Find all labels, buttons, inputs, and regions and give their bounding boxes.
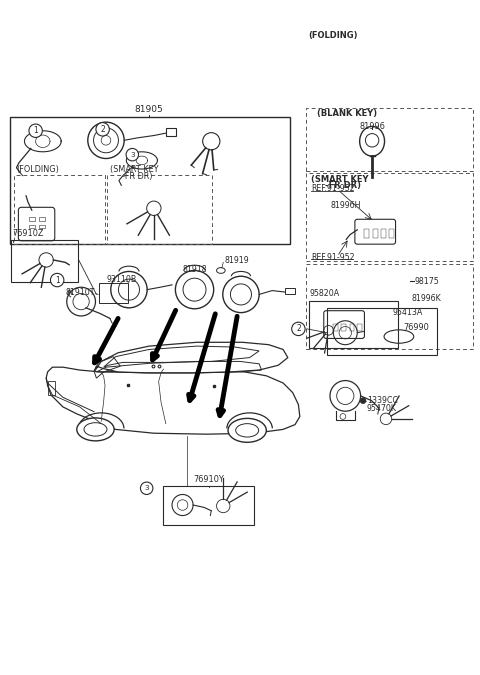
Bar [310, 301, 398, 348]
Bar [29, 217, 35, 221]
Ellipse shape [228, 418, 266, 442]
Bar [14, 175, 105, 244]
Bar [166, 128, 176, 136]
Text: (SMART KEY: (SMART KEY [110, 165, 158, 174]
Text: 95413A: 95413A [392, 308, 422, 317]
Bar [29, 225, 35, 228]
Polygon shape [46, 367, 300, 434]
Bar [306, 108, 473, 171]
Bar [99, 284, 129, 302]
Text: 3: 3 [130, 152, 134, 158]
Text: 81996H: 81996H [331, 201, 361, 210]
Text: 2: 2 [296, 325, 301, 333]
Circle shape [96, 123, 109, 136]
Bar [333, 324, 337, 331]
Circle shape [126, 148, 139, 161]
Text: 81996: 81996 [359, 122, 385, 131]
Circle shape [292, 322, 305, 335]
Bar [389, 230, 394, 238]
Text: 81919: 81919 [225, 256, 249, 265]
Text: 76910Z: 76910Z [12, 229, 44, 238]
Bar [341, 324, 346, 331]
Text: 2: 2 [100, 125, 105, 134]
Text: 81918: 81918 [182, 265, 207, 273]
Text: 95820A: 95820A [310, 289, 339, 298]
Circle shape [50, 273, 64, 287]
Bar [350, 324, 354, 331]
Ellipse shape [77, 418, 114, 441]
Bar [39, 217, 45, 221]
Text: REF.91-952: REF.91-952 [311, 252, 354, 262]
Text: 81910T: 81910T [65, 288, 95, 297]
Bar [107, 175, 212, 244]
Text: (FOLDING): (FOLDING) [308, 31, 358, 40]
Text: 81996K: 81996K [411, 294, 441, 303]
Bar [357, 324, 361, 331]
Text: 76990: 76990 [404, 323, 430, 332]
Bar [306, 173, 473, 261]
Bar [48, 381, 55, 395]
Circle shape [360, 398, 366, 404]
Text: (FOLDING): (FOLDING) [16, 165, 60, 174]
Bar [285, 288, 295, 294]
Bar [364, 230, 369, 238]
Circle shape [141, 482, 153, 495]
Text: REF.91-952: REF.91-952 [311, 184, 354, 193]
Text: -FR DR): -FR DR) [122, 171, 152, 180]
Bar [11, 240, 78, 282]
Bar [306, 265, 473, 350]
Text: -FR DR): -FR DR) [325, 181, 361, 190]
Circle shape [29, 124, 42, 138]
Bar [327, 308, 437, 355]
Text: 1339CC: 1339CC [367, 396, 398, 405]
Text: 95470K: 95470K [367, 404, 397, 413]
Bar [39, 225, 45, 228]
Text: (BLANK KEY): (BLANK KEY) [317, 109, 377, 117]
Polygon shape [94, 342, 288, 373]
Text: 1: 1 [55, 275, 60, 285]
Text: (SMART KEY: (SMART KEY [311, 175, 368, 184]
Text: 1: 1 [33, 126, 38, 135]
Text: 3: 3 [144, 485, 149, 491]
Bar [373, 230, 378, 238]
Text: 98175: 98175 [415, 277, 440, 286]
Bar [10, 117, 290, 244]
Bar [381, 230, 386, 238]
Bar [163, 486, 254, 525]
Text: 81905: 81905 [135, 105, 163, 113]
Text: 76910Y: 76910Y [193, 475, 224, 484]
Text: 93110B: 93110B [107, 275, 137, 284]
